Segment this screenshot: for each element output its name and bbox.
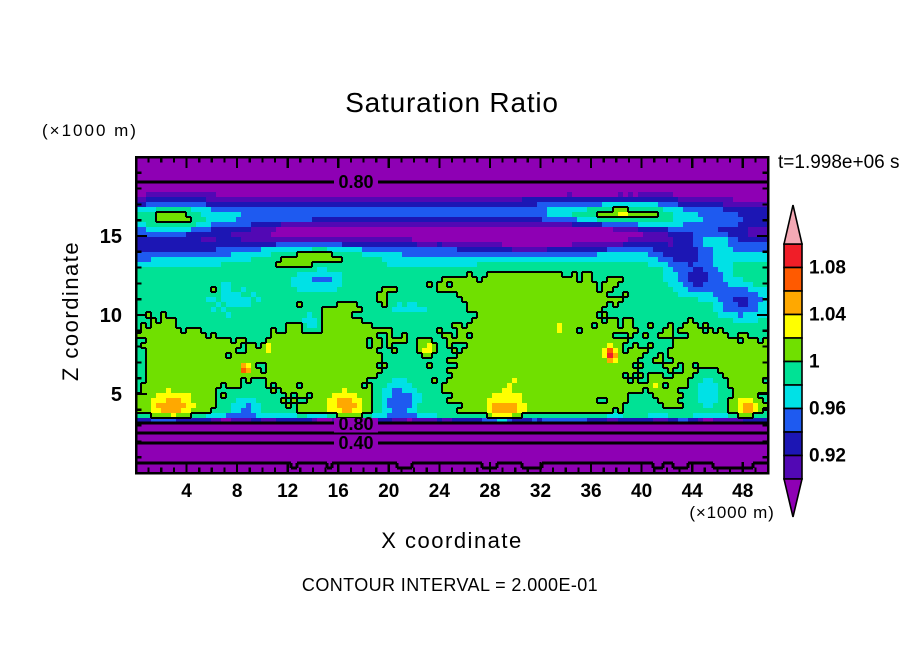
svg-text:12: 12: [277, 481, 298, 502]
svg-text:0.80: 0.80: [338, 172, 373, 192]
svg-text:(×1000 m): (×1000 m): [42, 121, 138, 140]
svg-text:Z coordinate: Z coordinate: [58, 241, 83, 381]
svg-text:32: 32: [530, 481, 551, 502]
svg-text:Saturation Ratio: Saturation Ratio: [345, 87, 559, 118]
svg-text:24: 24: [429, 481, 451, 502]
svg-text:0.92: 0.92: [809, 446, 846, 467]
svg-text:t=1.998e+06 s: t=1.998e+06 s: [778, 152, 900, 173]
svg-text:10: 10: [100, 305, 122, 327]
svg-text:CONTOUR INTERVAL = 2.000E-01: CONTOUR INTERVAL = 2.000E-01: [302, 575, 598, 595]
svg-text:28: 28: [479, 481, 500, 502]
svg-text:40: 40: [631, 481, 652, 502]
svg-text:16: 16: [328, 481, 349, 502]
svg-text:1: 1: [809, 352, 820, 373]
svg-text:20: 20: [378, 481, 399, 502]
svg-text:15: 15: [100, 226, 122, 248]
svg-text:0.96: 0.96: [809, 399, 846, 420]
svg-text:48: 48: [732, 481, 753, 502]
svg-text:1.04: 1.04: [809, 305, 846, 326]
svg-text:(×1000 m): (×1000 m): [689, 503, 774, 522]
svg-text:0.80: 0.80: [338, 414, 373, 434]
svg-text:8: 8: [232, 481, 243, 502]
svg-text:44: 44: [682, 481, 704, 502]
svg-text:36: 36: [580, 481, 601, 502]
svg-text:0.40: 0.40: [338, 433, 373, 453]
svg-text:4: 4: [181, 481, 192, 502]
svg-text:X coordinate: X coordinate: [381, 528, 523, 553]
svg-text:1.08: 1.08: [809, 258, 846, 279]
svg-text:5: 5: [111, 384, 122, 406]
